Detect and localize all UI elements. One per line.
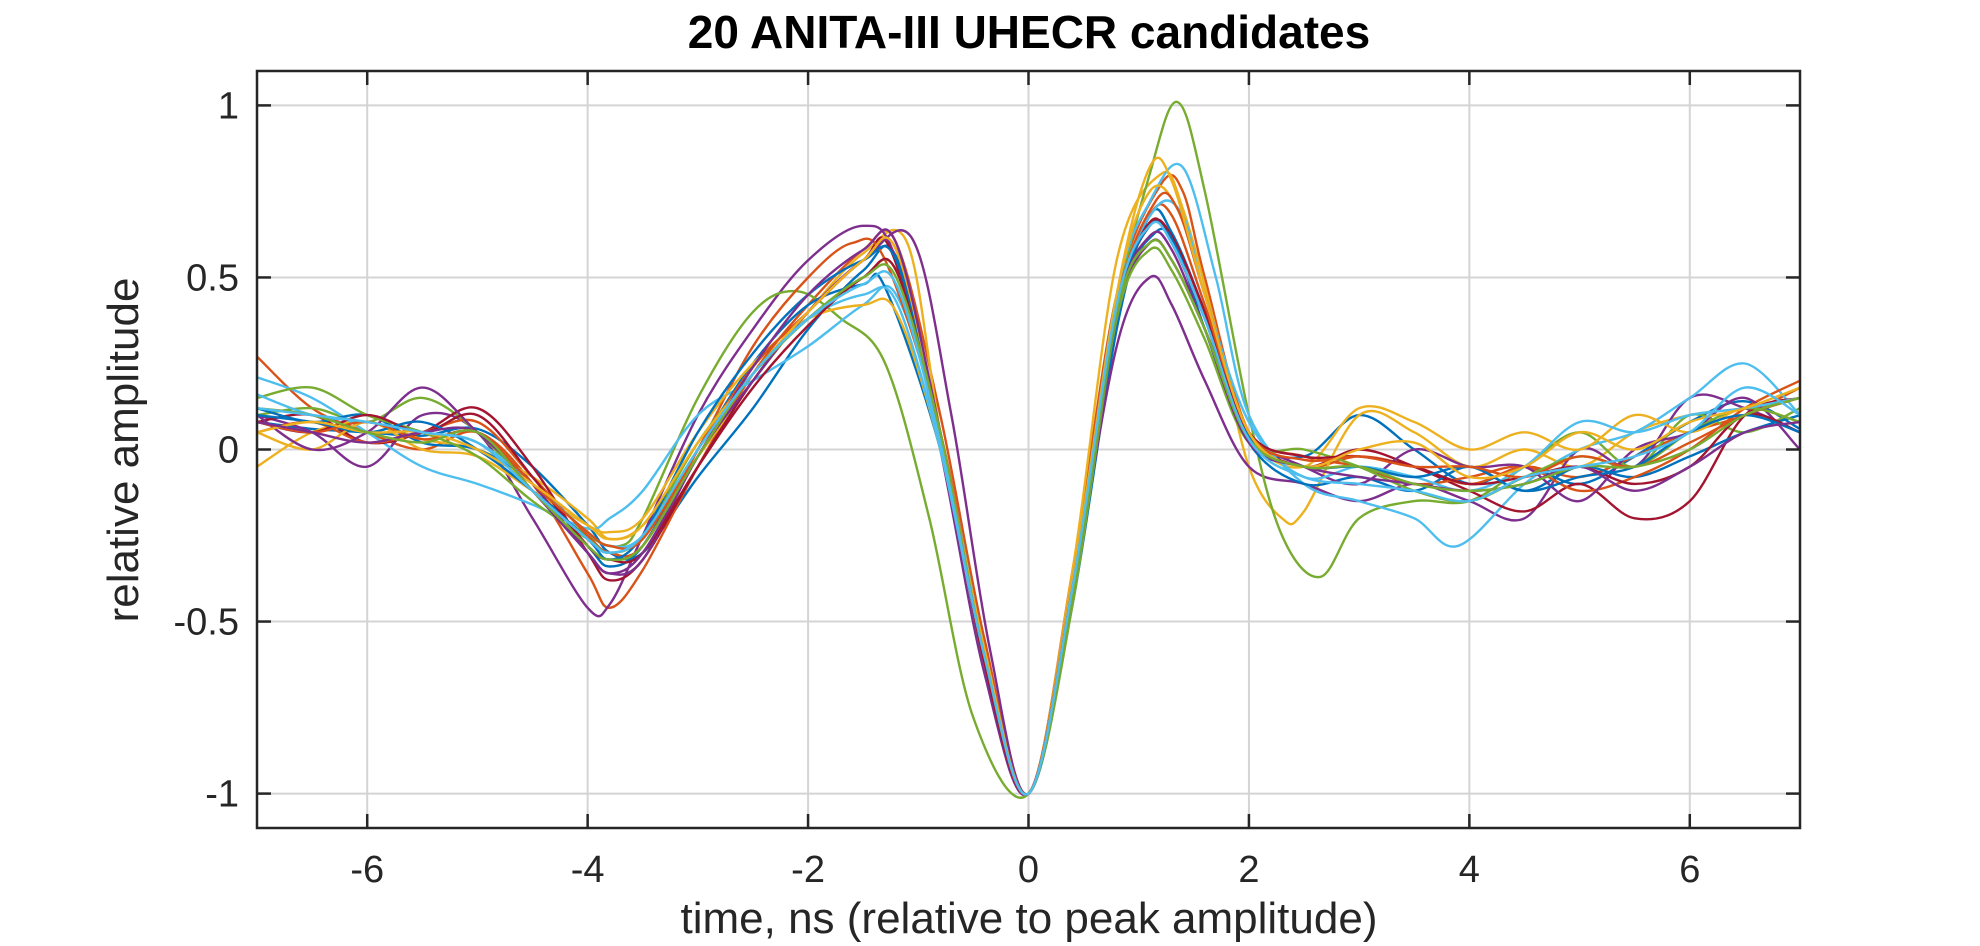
x-tick-label: 4 xyxy=(1459,849,1480,891)
x-tick-label: 2 xyxy=(1238,849,1259,891)
y-axis-label: relative amplitude xyxy=(99,278,148,623)
y-tick-label: 0.5 xyxy=(186,257,239,299)
x-axis-label: time, ns (relative to peak amplitude) xyxy=(681,894,1378,943)
x-tick-label: -4 xyxy=(571,849,605,891)
chart-title: 20 ANITA-III UHECR candidates xyxy=(688,6,1370,58)
axis-ticks xyxy=(257,71,1800,828)
x-tick-label: -6 xyxy=(350,849,384,891)
x-tick-label: -2 xyxy=(791,849,825,891)
tick-labels: -6 -4 -2 0 2 4 6 -1 -0.5 0 0.5 1 xyxy=(174,85,1701,891)
y-tick-label: -1 xyxy=(205,774,239,816)
y-tick-label: 1 xyxy=(218,85,239,127)
x-tick-label: 0 xyxy=(1018,849,1039,891)
x-tick-label: 6 xyxy=(1679,849,1700,891)
y-tick-label: -0.5 xyxy=(174,602,239,644)
y-tick-label: 0 xyxy=(218,430,239,472)
series-lines xyxy=(257,100,1800,799)
series-line-20 xyxy=(257,220,1800,796)
